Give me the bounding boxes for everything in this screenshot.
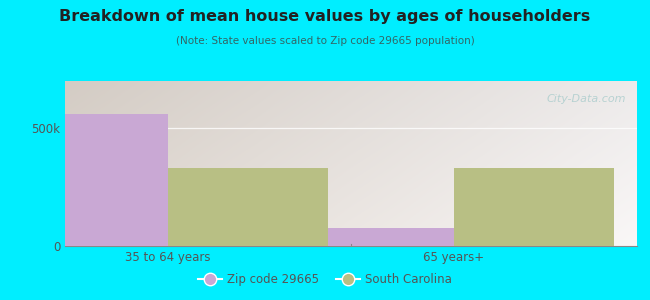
Bar xyxy=(294,228,454,246)
Bar xyxy=(168,168,328,246)
Text: Breakdown of mean house values by ages of householders: Breakdown of mean house values by ages o… xyxy=(59,9,591,24)
Bar xyxy=(454,168,614,246)
Legend: Zip code 29665, South Carolina: Zip code 29665, South Carolina xyxy=(194,269,456,291)
Text: (Note: State values scaled to Zip code 29665 population): (Note: State values scaled to Zip code 2… xyxy=(176,36,474,46)
Bar xyxy=(8,114,168,246)
Text: City-Data.com: City-Data.com xyxy=(546,94,625,104)
